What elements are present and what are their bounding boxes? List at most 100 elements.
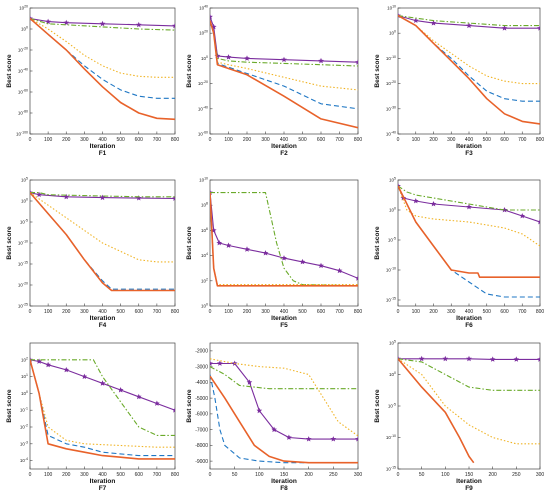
y-tick-label: 100 bbox=[201, 303, 208, 309]
series-group bbox=[398, 355, 540, 464]
y-tick-label: -6000 bbox=[195, 412, 208, 418]
x-tick-label: 0 bbox=[29, 137, 32, 143]
series-point-star bbox=[172, 407, 175, 413]
x-tick-label: 100 bbox=[224, 137, 233, 143]
series-group bbox=[30, 189, 175, 292]
series-group bbox=[30, 15, 175, 121]
series-point-star bbox=[154, 400, 160, 406]
chart-panel-f3: 0 100 200 300 400 500 600 700 800 1010 100 10-10 10-… bbox=[374, 5, 544, 158]
x-tick-label: 250 bbox=[329, 472, 338, 478]
series-point-star bbox=[330, 436, 337, 442]
x-tick-label: 200 bbox=[429, 137, 438, 143]
x-tick-label: 200 bbox=[243, 309, 252, 315]
series-line-dashdot bbox=[398, 15, 540, 27]
y-tick-label: 10-1 bbox=[20, 407, 28, 413]
x-tick-label: 800 bbox=[171, 309, 180, 315]
x-tick-label: 600 bbox=[500, 137, 509, 143]
y-tick-label: -3000 bbox=[195, 364, 208, 370]
series-point-star bbox=[336, 267, 343, 274]
series-point-star bbox=[45, 18, 51, 25]
series-point-star bbox=[81, 373, 88, 379]
series-point-star bbox=[286, 434, 292, 440]
y-tick-label: 10-80 bbox=[18, 110, 28, 116]
y-tick-label: 104 bbox=[201, 252, 208, 258]
series-point-star bbox=[216, 240, 223, 246]
series-point-star bbox=[63, 366, 70, 373]
x-tick-label: 300 bbox=[261, 309, 270, 315]
x-tick-label: 800 bbox=[536, 137, 545, 143]
chart-panel-f9: 0 50 100 150 200 250 300 105 100 10-5 10-10 10-15 It… bbox=[374, 340, 544, 493]
y-tick-label: 10-4 bbox=[20, 457, 28, 463]
series-point-star bbox=[225, 54, 232, 60]
x-tick-label: 700 bbox=[153, 309, 162, 315]
x-tick-label: 400 bbox=[98, 472, 107, 478]
series-line-solid bbox=[210, 20, 358, 129]
x-tick-label: 600 bbox=[317, 309, 326, 315]
series-point-star bbox=[36, 191, 42, 198]
x-tick-label: 500 bbox=[298, 309, 307, 315]
series-point-star bbox=[45, 361, 51, 368]
y-tick-label: 100 bbox=[21, 390, 28, 396]
y-tick-label: -7000 bbox=[195, 427, 208, 433]
x-tick-label: 300 bbox=[354, 472, 363, 478]
y-tick-label: 10-15 bbox=[386, 466, 396, 472]
plot-area bbox=[209, 7, 359, 135]
y-tick-label: 10-20 bbox=[198, 80, 208, 86]
chart-panel-f4: 0 100 200 300 400 500 600 700 800 105 100 10-5 10-10… bbox=[6, 177, 179, 330]
x-tick-label: 100 bbox=[255, 472, 264, 478]
x-tick-label: 200 bbox=[304, 472, 313, 478]
series-line-solid bbox=[30, 192, 175, 292]
x-tick-label: 800 bbox=[536, 309, 545, 315]
series-point-star bbox=[466, 355, 472, 362]
series-line-solid bbox=[398, 14, 540, 125]
x-axis-label: Iteration bbox=[456, 315, 482, 322]
x-tick-label: 200 bbox=[62, 472, 71, 478]
x-tick-label: 300 bbox=[536, 472, 545, 478]
chart-title: F2 bbox=[280, 150, 288, 157]
series-point-star bbox=[172, 22, 175, 29]
x-axis-label: Iteration bbox=[456, 478, 482, 485]
series-line-solid bbox=[30, 359, 175, 460]
series-point-star bbox=[412, 17, 419, 23]
chart-title: F5 bbox=[280, 322, 288, 329]
x-tick-label: 0 bbox=[397, 309, 400, 315]
series-point-star bbox=[244, 246, 250, 252]
series-point-star bbox=[501, 207, 508, 213]
series-group bbox=[398, 12, 540, 125]
series-point-star bbox=[99, 20, 106, 27]
series-group bbox=[210, 189, 358, 287]
series-point-star bbox=[355, 436, 358, 442]
series-point-star bbox=[355, 59, 358, 65]
chart-title: F3 bbox=[465, 150, 473, 157]
series-point-star bbox=[466, 22, 472, 29]
series-line-dashdot bbox=[30, 359, 175, 436]
x-tick-label: 0 bbox=[209, 309, 212, 315]
chart-title: F4 bbox=[99, 322, 107, 329]
y-tick-label: 10-40 bbox=[198, 105, 208, 111]
series-line-star bbox=[210, 362, 358, 440]
x-tick-label: 300 bbox=[447, 137, 456, 143]
series-line-dashdot bbox=[210, 192, 358, 287]
x-tick-label: 200 bbox=[243, 137, 252, 143]
x-tick-label: 400 bbox=[98, 137, 107, 143]
y-tick-label: 105 bbox=[21, 177, 28, 183]
y-tick-label: 10-40 bbox=[18, 68, 28, 74]
series-point-star bbox=[217, 360, 223, 366]
x-tick-label: 100 bbox=[412, 137, 421, 143]
y-tick-label: 10-10 bbox=[386, 267, 396, 273]
series-point-star bbox=[537, 25, 540, 31]
series-group bbox=[210, 13, 358, 129]
x-tick-label: 700 bbox=[518, 137, 527, 143]
series-point-star bbox=[501, 25, 508, 31]
y-tick-label: 100 bbox=[389, 371, 396, 377]
x-tick-label: 500 bbox=[116, 472, 125, 478]
y-tick-label: 10-2 bbox=[20, 424, 28, 430]
y-tick-label: 10-10 bbox=[18, 240, 28, 246]
series-point-star bbox=[430, 201, 437, 207]
x-tick-label: 400 bbox=[465, 137, 474, 143]
y-tick-label: 10-60 bbox=[198, 131, 208, 137]
y-axis-label: Best score bbox=[374, 389, 381, 423]
x-tick-label: 500 bbox=[483, 137, 492, 143]
x-tick-label: 600 bbox=[500, 309, 509, 315]
x-tick-label: 700 bbox=[335, 309, 344, 315]
